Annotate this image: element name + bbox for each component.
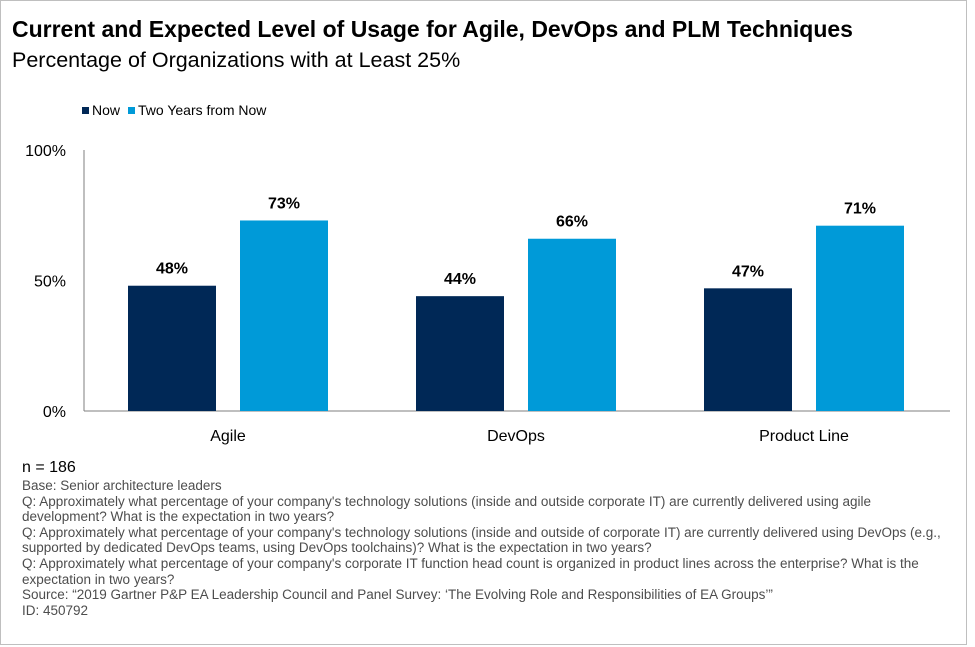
footnote-source: Source: “2019 Gartner P&P EA Leadership … bbox=[22, 587, 773, 603]
data-label: 44% bbox=[444, 271, 476, 288]
data-label: 47% bbox=[732, 263, 764, 280]
legend-item-now: Now bbox=[82, 102, 120, 118]
legend-swatch-now bbox=[82, 106, 89, 114]
legend-label-future: Two Years from Now bbox=[138, 102, 267, 118]
data-label: 71% bbox=[844, 201, 876, 218]
data-label: 66% bbox=[556, 214, 588, 231]
x-tick-label: Agile bbox=[210, 428, 246, 445]
data-label: 48% bbox=[156, 261, 188, 278]
chart-subtitle: Percentage of Organizations with at Leas… bbox=[12, 48, 461, 72]
bar-now bbox=[416, 296, 504, 411]
footnotes: n = 186 Base: Senior architecture leader… bbox=[22, 458, 957, 618]
legend-item-future: Two Years from Now bbox=[128, 102, 266, 118]
data-label: 73% bbox=[268, 195, 300, 212]
y-tick-label: 0% bbox=[43, 404, 66, 421]
footnote-base: Base: Senior architecture leaders bbox=[22, 478, 222, 493]
y-tick-label: 100% bbox=[25, 143, 66, 160]
legend-swatch-future bbox=[128, 106, 136, 114]
x-tick-label: Product Line bbox=[759, 428, 849, 445]
x-tick-label: DevOps bbox=[487, 428, 545, 445]
footnote-id: ID: 450792 bbox=[22, 602, 89, 618]
footnote-question-agile: Q: Approximately what percentage of your… bbox=[22, 493, 872, 525]
bar-chart: 0% 50% 100% 48% 73% Agile 44% 66% DevOps 47% 71% Pr… bbox=[25, 143, 950, 445]
footnote-question-devops: Q: Approximately what percentage of your… bbox=[22, 524, 941, 556]
bar-now bbox=[128, 285, 216, 411]
sample-size: n = 186 bbox=[22, 459, 76, 476]
legend-label-now: Now bbox=[92, 102, 121, 118]
bar-now bbox=[704, 288, 792, 411]
bar-future bbox=[528, 238, 616, 411]
legend: Now Two Years from Now bbox=[82, 102, 266, 118]
footnote-question-product-line: Q: Approximately what percentage of your… bbox=[22, 555, 919, 587]
chart-title: Current and Expected Level of Usage for … bbox=[12, 16, 853, 42]
bar-future bbox=[816, 225, 904, 411]
y-tick-label: 50% bbox=[34, 274, 66, 291]
bar-future bbox=[240, 220, 328, 411]
